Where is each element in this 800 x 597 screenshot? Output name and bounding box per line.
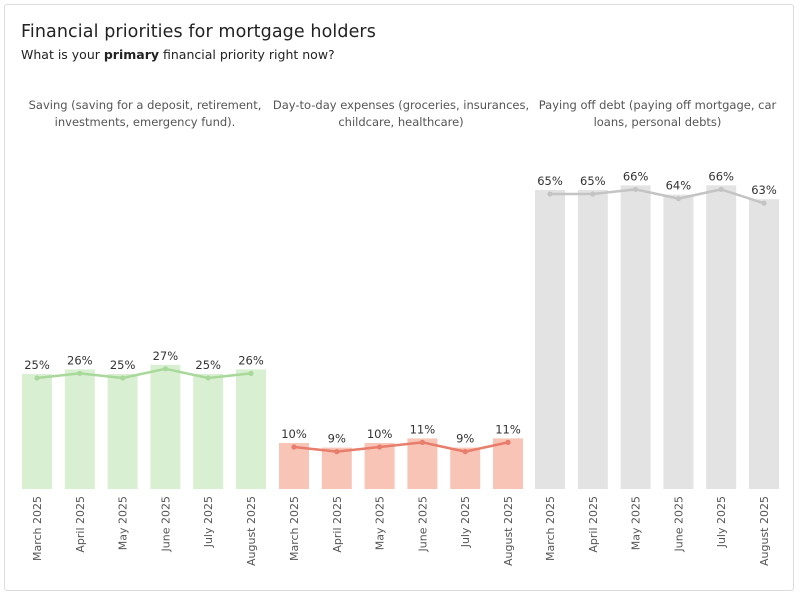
bar <box>493 438 523 489</box>
trend-point <box>334 449 340 455</box>
trend-point <box>34 375 40 381</box>
data-label: 25% <box>195 358 221 372</box>
trend-line <box>550 188 765 205</box>
trend-point <box>633 186 639 192</box>
data-label: 9% <box>328 432 346 446</box>
x-tick-label: April 2025 <box>331 496 344 553</box>
data-label: 64% <box>666 179 692 193</box>
trend-point <box>462 449 468 455</box>
x-tick-label: July 2025 <box>459 496 472 548</box>
bar <box>321 447 352 489</box>
trend-line <box>293 441 509 453</box>
bar <box>236 369 266 489</box>
data-label: 65% <box>537 174 563 188</box>
trend-point <box>162 366 168 372</box>
data-label: 25% <box>110 358 136 372</box>
bar <box>577 190 608 489</box>
bar <box>107 374 138 489</box>
bar <box>22 374 52 489</box>
trend-point <box>291 444 297 450</box>
panel-label-line: Day-to-day expenses (groceries, insuranc… <box>272 98 530 112</box>
panel-label-line: Saving (saving for a deposit, retirement… <box>28 98 262 112</box>
bar <box>749 199 779 489</box>
trend-point <box>675 196 682 202</box>
bar <box>64 369 95 489</box>
subtitle-suffix: financial priority right now? <box>159 47 335 62</box>
data-label: 10% <box>281 427 307 441</box>
chart-frame <box>4 4 794 591</box>
bar <box>150 364 181 489</box>
data-label: 66% <box>708 169 734 183</box>
x-tick-label: March 2025 <box>544 496 557 561</box>
trend-point <box>505 439 511 445</box>
x-tick-label: May 2025 <box>117 496 130 550</box>
x-tick-label: March 2025 <box>31 496 44 561</box>
panel-label-line: loans, personal debts) <box>593 115 722 129</box>
data-label: 11% <box>410 422 436 436</box>
subtitle-bold: primary <box>103 47 160 62</box>
data-label: 10% <box>367 427 393 441</box>
bar <box>279 443 309 489</box>
data-label: 11% <box>495 422 521 436</box>
data-label: 26% <box>67 353 93 367</box>
chart-title: Financial priorities for mortgage holder… <box>21 22 376 42</box>
panel-label-expenses: Day-to-day expenses (groceries, insuranc… <box>272 97 530 131</box>
trend-line <box>36 367 252 380</box>
data-label: 27% <box>153 349 179 363</box>
x-tick-label: May 2025 <box>374 496 387 550</box>
data-label: 9% <box>456 432 474 446</box>
x-tick-label: July 2025 <box>715 496 728 548</box>
x-tick-label: June 2025 <box>672 496 685 552</box>
x-tick-label: March 2025 <box>288 496 301 561</box>
bar <box>407 438 438 489</box>
x-tick-label: July 2025 <box>202 496 215 548</box>
trend-point <box>120 375 126 381</box>
x-tick-label: April 2025 <box>587 496 600 553</box>
panel-label-debt: Paying off debt (paying off mortgage, ca… <box>530 97 785 131</box>
bar <box>364 443 395 489</box>
x-tick-label: May 2025 <box>630 496 643 550</box>
trend-point <box>205 375 211 381</box>
trend-point <box>718 186 724 192</box>
trend-point <box>590 191 596 197</box>
data-label: 66% <box>623 169 649 183</box>
x-tick-label: August 2025 <box>245 496 258 566</box>
panel-label-line: Paying off debt (paying off mortgage, ca… <box>538 98 777 112</box>
bar <box>193 374 224 489</box>
bar <box>535 190 565 489</box>
panel-label-saving: Saving (saving for a deposit, retirement… <box>20 97 270 131</box>
trend-point <box>77 370 83 376</box>
x-tick-label: June 2025 <box>416 496 429 552</box>
x-tick-label: April 2025 <box>74 496 87 553</box>
trend-point <box>761 200 767 206</box>
x-tick-label: August 2025 <box>502 496 515 566</box>
bar <box>450 447 481 489</box>
data-label: 26% <box>238 353 264 367</box>
trend-point <box>419 439 425 445</box>
chart-subtitle: What is your primary financial priority … <box>21 47 335 62</box>
trend-point <box>547 191 553 197</box>
panel-label-line: childcare, healthcare) <box>338 115 464 129</box>
panel-label-line: investments, emergency fund). <box>54 115 236 129</box>
bar <box>620 185 651 489</box>
bar <box>706 185 737 489</box>
data-label: 65% <box>580 174 606 188</box>
subtitle-prefix: What is your <box>21 47 104 62</box>
bar <box>663 194 694 489</box>
x-tick-label: August 2025 <box>758 496 771 566</box>
trend-point <box>377 444 383 450</box>
trend-point <box>248 370 254 376</box>
data-label: 63% <box>751 183 777 197</box>
data-label: 25% <box>24 358 50 372</box>
x-tick-label: June 2025 <box>159 496 172 552</box>
